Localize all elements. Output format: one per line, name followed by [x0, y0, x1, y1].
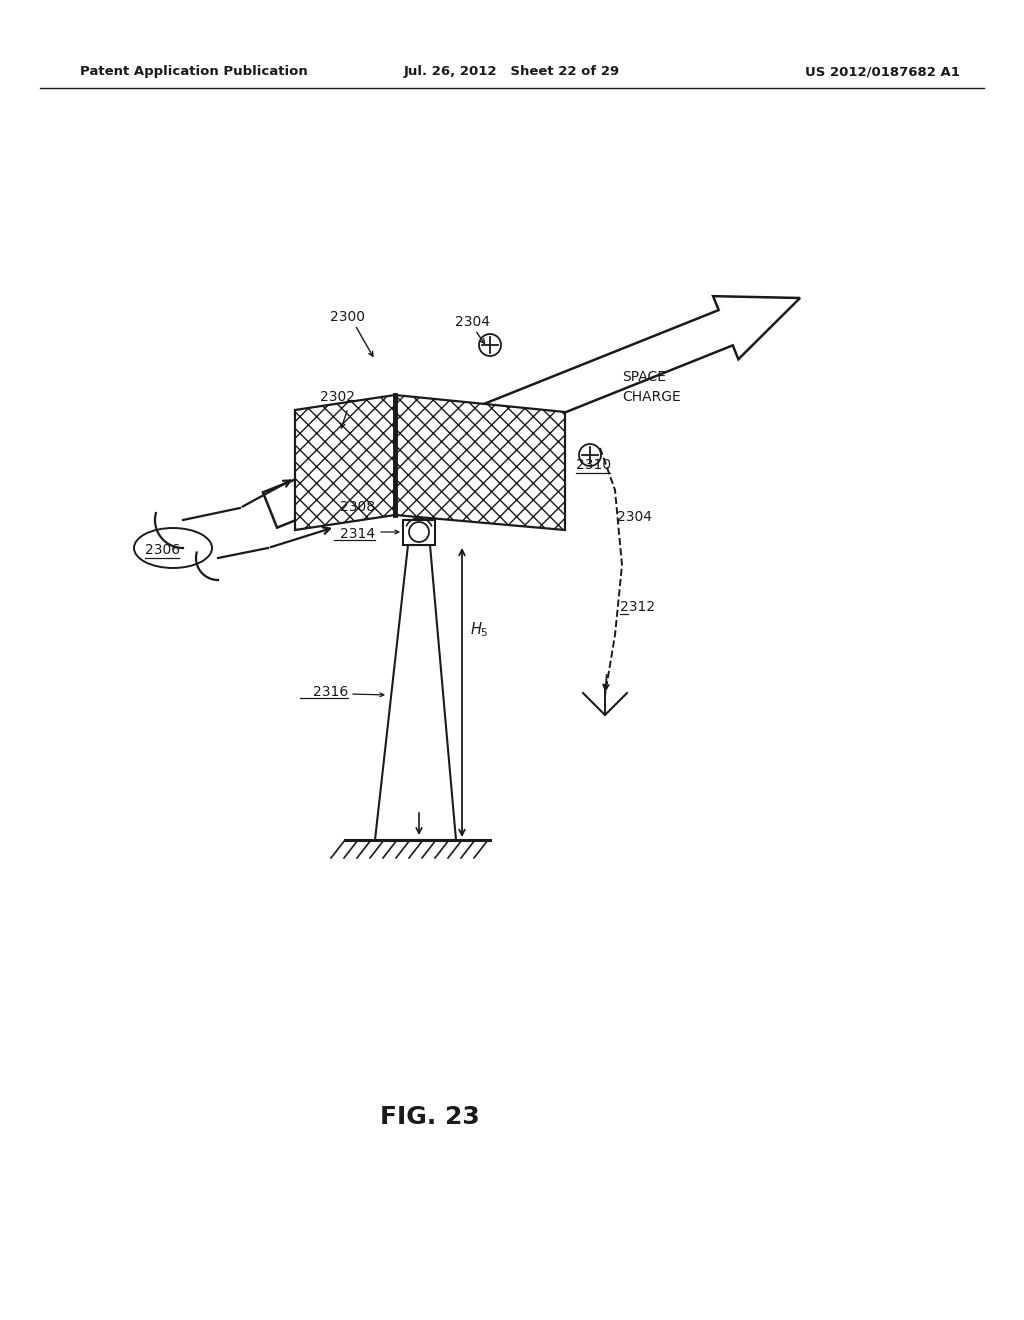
- Text: SPACE: SPACE: [622, 370, 666, 384]
- Text: 2314: 2314: [340, 527, 375, 541]
- Text: 2302: 2302: [319, 389, 355, 404]
- Polygon shape: [395, 395, 565, 531]
- Text: 2304: 2304: [617, 510, 652, 524]
- Text: US 2012/0187682 A1: US 2012/0187682 A1: [805, 66, 961, 78]
- Text: $H_5$: $H_5$: [470, 620, 488, 639]
- Polygon shape: [295, 395, 395, 531]
- Text: FIG. 23: FIG. 23: [380, 1105, 480, 1129]
- Text: 2310: 2310: [575, 458, 611, 473]
- Text: Jul. 26, 2012   Sheet 22 of 29: Jul. 26, 2012 Sheet 22 of 29: [403, 66, 621, 78]
- Text: Patent Application Publication: Patent Application Publication: [80, 66, 308, 78]
- Text: 2304: 2304: [455, 315, 490, 329]
- Text: 2300: 2300: [330, 310, 365, 323]
- Text: 2306: 2306: [145, 543, 180, 557]
- Text: 2316: 2316: [312, 685, 348, 700]
- Polygon shape: [403, 520, 435, 545]
- Text: CHARGE: CHARGE: [622, 389, 681, 404]
- Polygon shape: [375, 545, 456, 840]
- Text: 2312: 2312: [620, 601, 655, 614]
- Text: 2308: 2308: [340, 500, 375, 513]
